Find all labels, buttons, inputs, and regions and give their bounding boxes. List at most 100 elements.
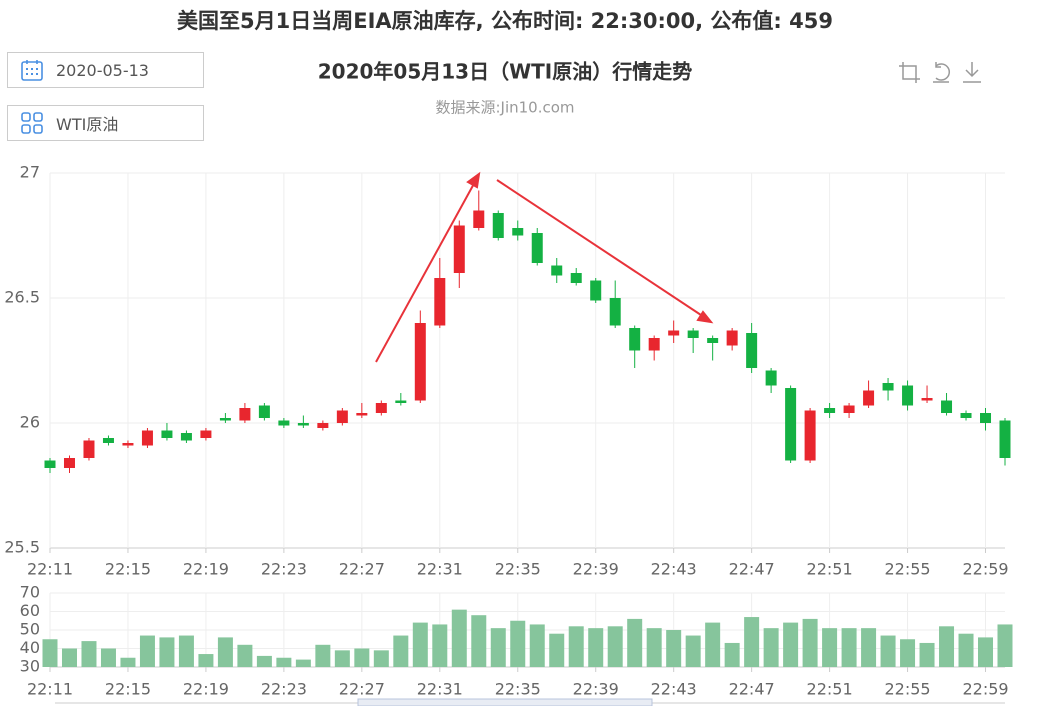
candle-body	[531, 233, 543, 263]
x-tick-label: 22:11	[27, 680, 73, 699]
candle-body	[297, 423, 309, 426]
volume-bar	[685, 635, 701, 667]
volume-bar	[978, 637, 994, 667]
volume-bar	[432, 624, 448, 667]
volume-bar	[900, 639, 916, 667]
candle-body	[785, 388, 797, 461]
candle-body	[668, 330, 680, 336]
candle-body	[687, 330, 699, 338]
volume-bar	[217, 637, 233, 667]
y-tick-label: 30	[20, 657, 40, 676]
x-tick-label: 22:23	[261, 680, 307, 699]
volume-bar	[958, 633, 974, 667]
instrument-value: WTI原油	[56, 115, 119, 134]
candle-body	[960, 413, 972, 418]
y-tick-label: 70	[20, 583, 40, 602]
candle-body	[239, 408, 251, 421]
volume-bar	[471, 615, 487, 667]
candle-body	[648, 338, 660, 351]
download-icon[interactable]	[963, 62, 981, 83]
candle-body	[980, 413, 992, 423]
candle-body	[473, 210, 485, 228]
volume-bar	[861, 628, 877, 667]
volume-bar	[588, 628, 604, 667]
x-tick-label: 22:35	[495, 680, 541, 699]
volume-bar	[354, 648, 370, 667]
candle-body	[492, 213, 504, 238]
volume-bar	[295, 659, 311, 667]
volume-bar	[490, 628, 506, 667]
candle-body	[804, 410, 816, 461]
x-tick-label: 22:31	[417, 560, 463, 579]
candle-body	[141, 430, 153, 446]
volume-bar	[510, 620, 526, 667]
candle-body	[395, 400, 407, 403]
candle-body	[765, 370, 777, 386]
candle-body	[278, 420, 290, 426]
annotation-arrows	[375, 171, 714, 363]
x-tick-label: 22:39	[573, 560, 619, 579]
volume-bar	[61, 648, 77, 667]
toolbar	[899, 62, 981, 83]
x-tick-label: 22:59	[962, 560, 1008, 579]
volume-bar	[705, 622, 721, 667]
instrument-picker[interactable]: WTI原油	[7, 105, 204, 141]
x-tick-label: 22:19	[183, 560, 229, 579]
candle-body	[161, 430, 173, 438]
x-tick-label: 22:51	[807, 560, 853, 579]
candle-body	[258, 405, 270, 418]
candle-body	[551, 265, 563, 276]
candle-body	[707, 338, 719, 343]
candle-body	[999, 420, 1011, 458]
candle-body	[746, 333, 758, 368]
zoom-icon[interactable]	[899, 62, 920, 83]
x-tick-label: 22:39	[573, 680, 619, 699]
volume-bar	[939, 626, 955, 667]
volume-bar	[841, 628, 857, 667]
y-tick-label: 26.5	[4, 288, 40, 307]
candle-body	[590, 280, 602, 301]
candle-body	[941, 400, 953, 413]
candle-body	[317, 423, 329, 428]
volume-bar	[724, 642, 740, 667]
candle-body	[629, 328, 641, 351]
volume-bar	[919, 642, 935, 667]
volume-bar	[81, 641, 97, 667]
volume-bar	[276, 657, 292, 667]
volume-bar	[997, 624, 1013, 667]
volume-bar	[237, 644, 253, 667]
volume-bar	[666, 630, 682, 667]
candle-body	[122, 443, 134, 446]
x-tick-label: 22:55	[884, 680, 930, 699]
x-tick-label: 22:35	[495, 560, 541, 579]
volume-bar	[412, 622, 428, 667]
x-tick-label: 22:11	[27, 560, 73, 579]
scrollbar[interactable]	[55, 698, 1005, 706]
volume-bar	[178, 635, 194, 667]
volume-bar	[256, 655, 272, 667]
candle-body	[726, 330, 738, 346]
x-tick-label: 22:51	[807, 680, 853, 699]
x-tick-label: 22:15	[105, 680, 151, 699]
x-tick-label: 22:47	[729, 680, 775, 699]
date-picker[interactable]: 2020-05-13	[7, 52, 204, 88]
x-tick-label: 22:27	[339, 680, 385, 699]
x-tick-label: 22:27	[339, 560, 385, 579]
volume-bar	[334, 650, 350, 667]
y-tick-label: 40	[20, 638, 40, 657]
candle-body	[609, 298, 621, 326]
y-tick-label: 50	[20, 620, 40, 639]
volume-bar	[880, 635, 896, 667]
volume-bar	[529, 624, 545, 667]
calendar-icon	[21, 60, 43, 81]
volume-bar	[139, 635, 155, 667]
candle-body	[570, 273, 582, 283]
candle-body	[453, 225, 465, 273]
x-tick-label: 22:59	[962, 680, 1008, 699]
x-tick-label: 22:31	[417, 680, 463, 699]
volume-bar	[549, 633, 565, 667]
x-tick-label: 22:55	[884, 560, 930, 579]
volume-bar	[120, 657, 136, 667]
volume-bar	[744, 617, 760, 667]
restore-icon[interactable]	[933, 62, 951, 83]
